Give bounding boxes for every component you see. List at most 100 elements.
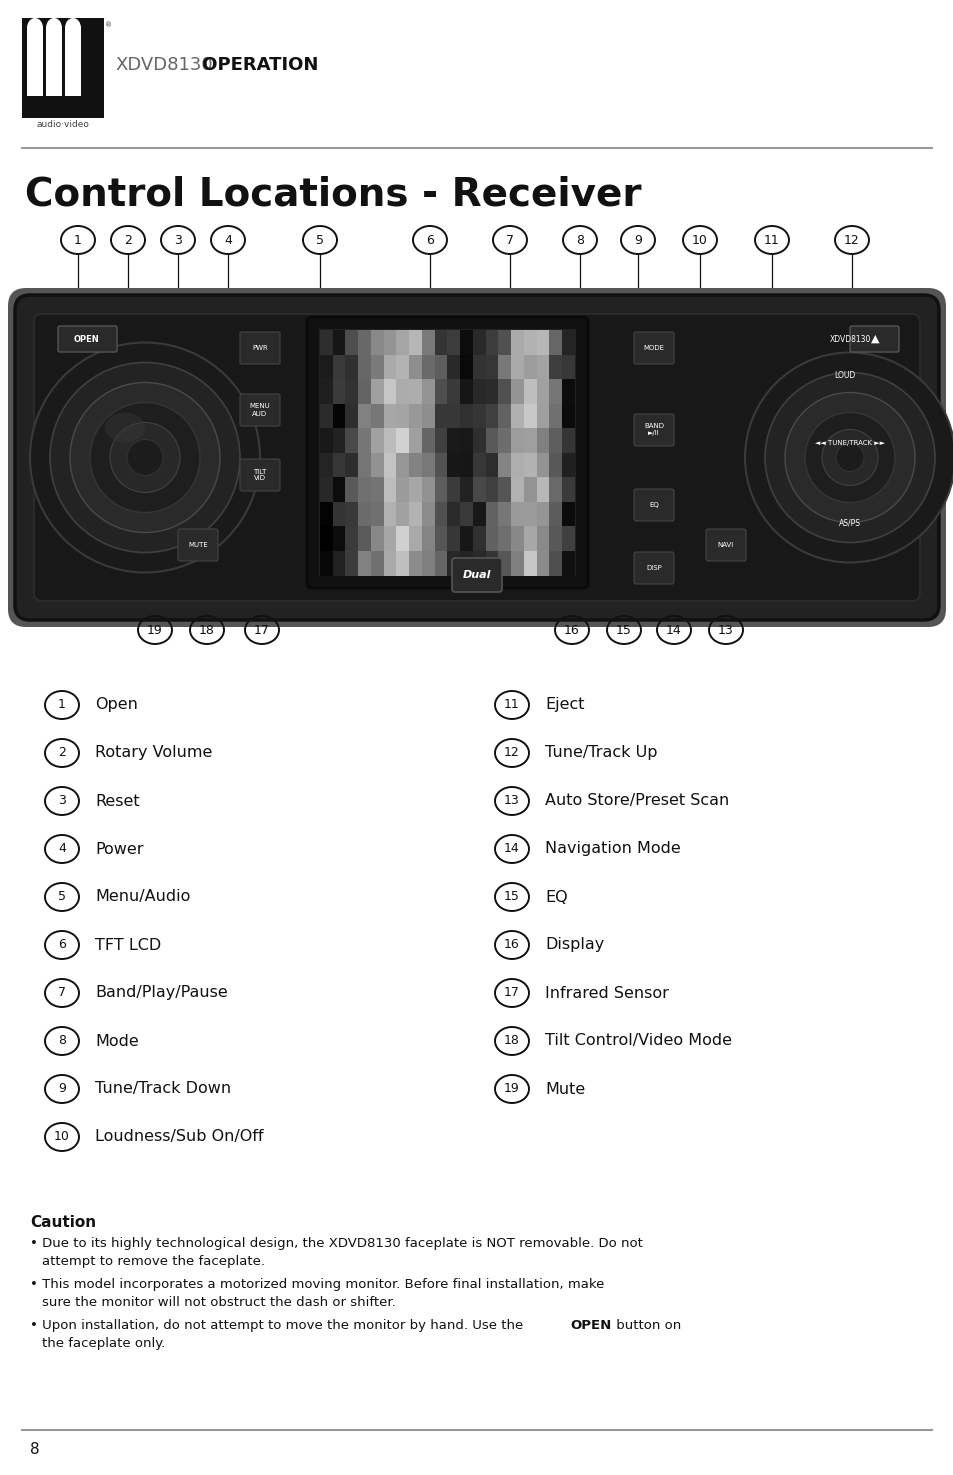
FancyBboxPatch shape bbox=[473, 550, 486, 575]
FancyBboxPatch shape bbox=[435, 428, 448, 453]
FancyBboxPatch shape bbox=[435, 502, 448, 527]
FancyBboxPatch shape bbox=[447, 502, 460, 527]
FancyBboxPatch shape bbox=[511, 404, 524, 429]
Text: Reset: Reset bbox=[95, 794, 139, 808]
FancyBboxPatch shape bbox=[421, 453, 435, 478]
Text: 16: 16 bbox=[563, 624, 579, 637]
Text: Tilt Control/Video Mode: Tilt Control/Video Mode bbox=[544, 1034, 731, 1049]
FancyBboxPatch shape bbox=[634, 414, 673, 445]
Text: XDVD8130: XDVD8130 bbox=[115, 56, 213, 74]
Text: 3: 3 bbox=[58, 795, 66, 807]
Text: 13: 13 bbox=[718, 624, 733, 637]
FancyBboxPatch shape bbox=[435, 330, 448, 355]
FancyBboxPatch shape bbox=[383, 428, 396, 453]
FancyBboxPatch shape bbox=[485, 379, 498, 404]
FancyBboxPatch shape bbox=[435, 379, 448, 404]
Text: 13: 13 bbox=[503, 795, 519, 807]
Text: 11: 11 bbox=[763, 233, 779, 246]
FancyBboxPatch shape bbox=[435, 354, 448, 379]
FancyBboxPatch shape bbox=[447, 379, 460, 404]
FancyBboxPatch shape bbox=[473, 354, 486, 379]
Text: 2: 2 bbox=[124, 233, 132, 246]
FancyBboxPatch shape bbox=[537, 404, 550, 429]
FancyBboxPatch shape bbox=[409, 502, 422, 527]
FancyBboxPatch shape bbox=[561, 354, 575, 379]
FancyBboxPatch shape bbox=[58, 326, 117, 353]
FancyBboxPatch shape bbox=[498, 379, 511, 404]
Text: 10: 10 bbox=[54, 1130, 70, 1143]
Text: Rotary Volume: Rotary Volume bbox=[95, 745, 213, 761]
Text: Power: Power bbox=[95, 842, 143, 857]
Text: Navigation Mode: Navigation Mode bbox=[544, 842, 680, 857]
FancyBboxPatch shape bbox=[537, 476, 550, 502]
Text: 17: 17 bbox=[503, 987, 519, 1000]
FancyBboxPatch shape bbox=[65, 28, 81, 97]
FancyBboxPatch shape bbox=[498, 476, 511, 502]
FancyBboxPatch shape bbox=[459, 354, 473, 379]
FancyBboxPatch shape bbox=[371, 476, 384, 502]
Text: OPEN: OPEN bbox=[569, 1319, 611, 1332]
FancyBboxPatch shape bbox=[485, 550, 498, 575]
FancyBboxPatch shape bbox=[319, 428, 333, 453]
FancyBboxPatch shape bbox=[358, 354, 371, 379]
FancyBboxPatch shape bbox=[383, 330, 396, 355]
FancyBboxPatch shape bbox=[459, 550, 473, 575]
Text: 17: 17 bbox=[253, 624, 270, 637]
FancyBboxPatch shape bbox=[383, 502, 396, 527]
Text: Dual: Dual bbox=[462, 569, 491, 580]
Text: 8: 8 bbox=[58, 1034, 66, 1047]
FancyBboxPatch shape bbox=[549, 550, 562, 575]
FancyBboxPatch shape bbox=[435, 550, 448, 575]
Circle shape bbox=[70, 382, 220, 532]
Text: • Due to its highly technological design, the XDVD8130 faceplate is NOT removabl: • Due to its highly technological design… bbox=[30, 1238, 642, 1249]
FancyBboxPatch shape bbox=[485, 354, 498, 379]
FancyBboxPatch shape bbox=[358, 527, 371, 552]
FancyBboxPatch shape bbox=[371, 354, 384, 379]
FancyBboxPatch shape bbox=[435, 404, 448, 429]
FancyBboxPatch shape bbox=[511, 453, 524, 478]
FancyBboxPatch shape bbox=[537, 330, 550, 355]
Circle shape bbox=[90, 403, 200, 512]
FancyBboxPatch shape bbox=[383, 453, 396, 478]
Text: 18: 18 bbox=[199, 624, 214, 637]
FancyBboxPatch shape bbox=[358, 550, 371, 575]
Text: Mute: Mute bbox=[544, 1081, 584, 1096]
FancyBboxPatch shape bbox=[409, 527, 422, 552]
FancyBboxPatch shape bbox=[421, 502, 435, 527]
FancyBboxPatch shape bbox=[523, 527, 537, 552]
FancyBboxPatch shape bbox=[333, 354, 346, 379]
FancyBboxPatch shape bbox=[409, 354, 422, 379]
FancyBboxPatch shape bbox=[27, 28, 43, 97]
Text: 4: 4 bbox=[58, 842, 66, 855]
FancyBboxPatch shape bbox=[485, 476, 498, 502]
FancyBboxPatch shape bbox=[511, 476, 524, 502]
Text: Tune/Track Down: Tune/Track Down bbox=[95, 1081, 231, 1096]
FancyBboxPatch shape bbox=[473, 453, 486, 478]
FancyBboxPatch shape bbox=[549, 428, 562, 453]
FancyBboxPatch shape bbox=[473, 502, 486, 527]
FancyBboxPatch shape bbox=[358, 453, 371, 478]
Circle shape bbox=[30, 342, 260, 572]
FancyBboxPatch shape bbox=[561, 330, 575, 355]
Text: MENU
AUD: MENU AUD bbox=[250, 404, 270, 416]
Text: 3: 3 bbox=[173, 233, 182, 246]
Text: 19: 19 bbox=[147, 624, 163, 637]
FancyBboxPatch shape bbox=[333, 330, 346, 355]
FancyBboxPatch shape bbox=[371, 379, 384, 404]
FancyBboxPatch shape bbox=[371, 550, 384, 575]
Circle shape bbox=[744, 353, 953, 562]
Text: 8: 8 bbox=[30, 1443, 40, 1457]
FancyBboxPatch shape bbox=[459, 476, 473, 502]
Text: 15: 15 bbox=[616, 624, 631, 637]
FancyBboxPatch shape bbox=[498, 330, 511, 355]
FancyBboxPatch shape bbox=[459, 404, 473, 429]
FancyBboxPatch shape bbox=[511, 502, 524, 527]
FancyBboxPatch shape bbox=[240, 394, 280, 426]
Text: ▲: ▲ bbox=[870, 333, 879, 344]
FancyBboxPatch shape bbox=[511, 354, 524, 379]
FancyBboxPatch shape bbox=[319, 404, 333, 429]
FancyBboxPatch shape bbox=[459, 379, 473, 404]
FancyBboxPatch shape bbox=[421, 354, 435, 379]
Text: button on: button on bbox=[612, 1319, 680, 1332]
FancyBboxPatch shape bbox=[345, 428, 358, 453]
